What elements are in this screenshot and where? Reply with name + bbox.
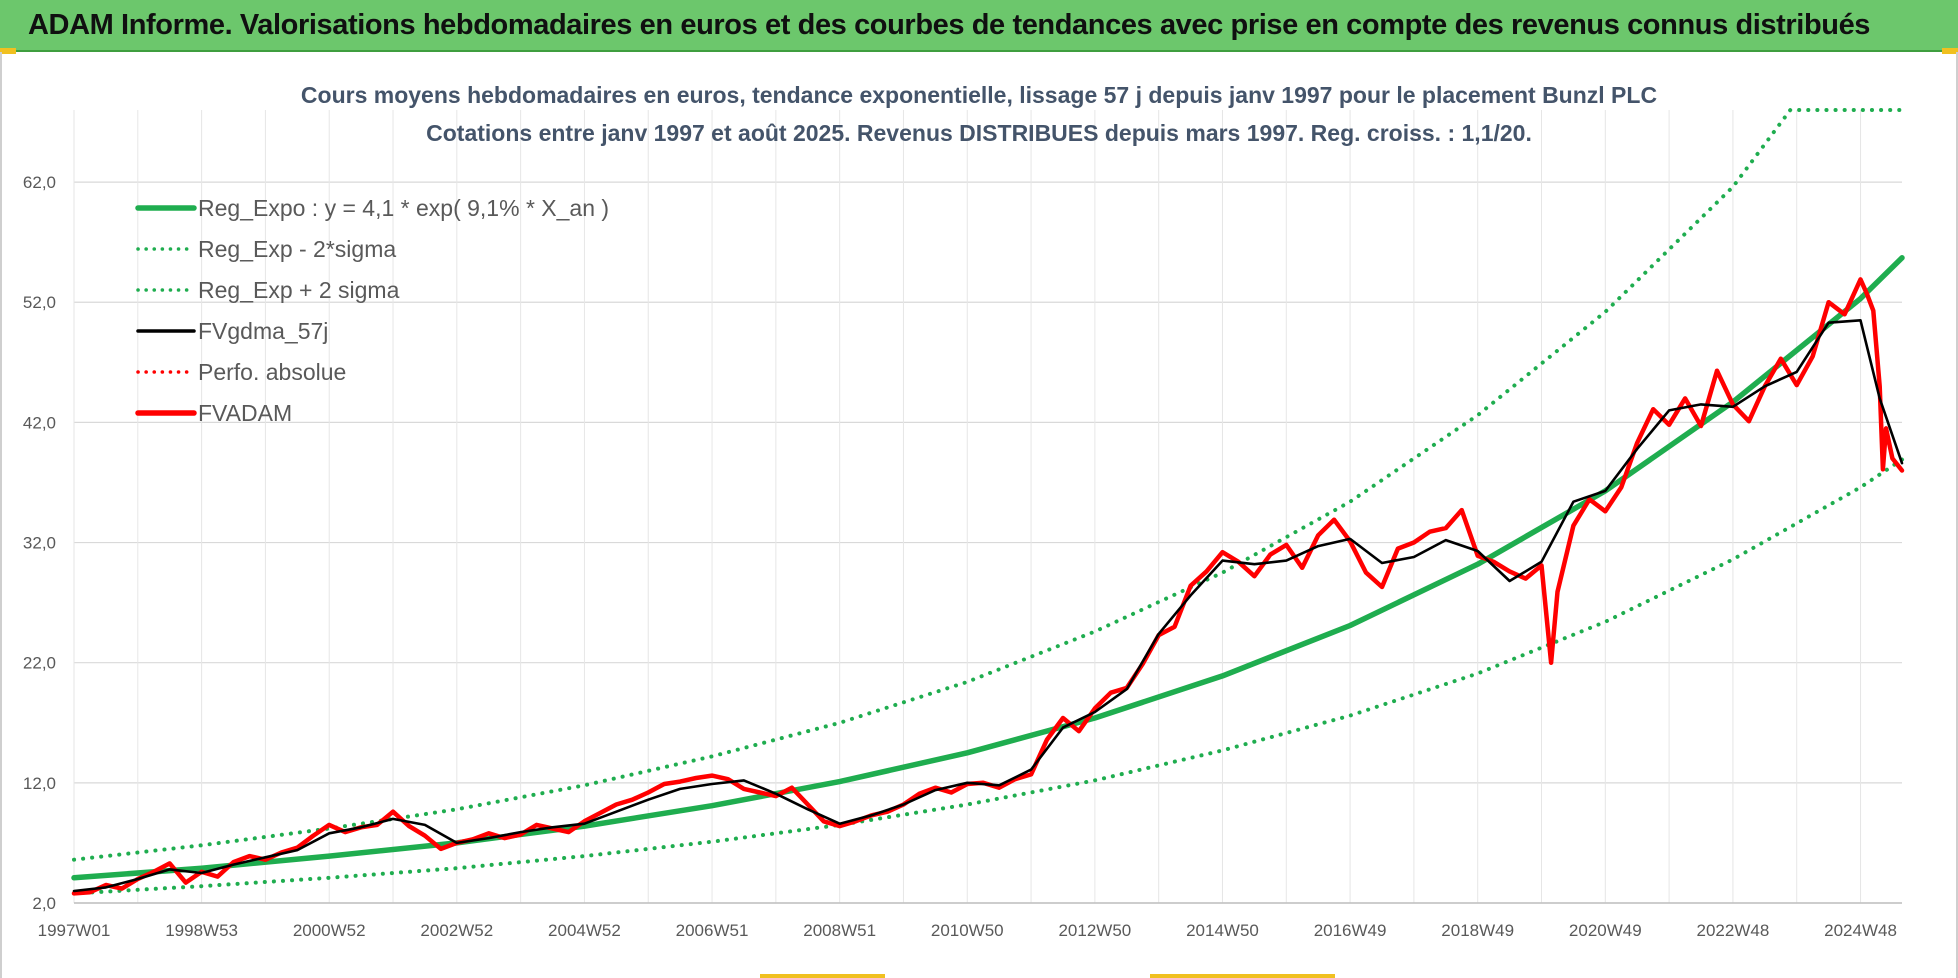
x-tick-label: 2004W52 <box>548 921 621 940</box>
series-line-5 <box>71 277 1905 896</box>
series-line-3 <box>72 318 1904 893</box>
report-banner: ADAM Informe. Valorisations hebdomadaire… <box>0 0 1958 52</box>
corner-mark-right <box>1942 48 1958 54</box>
legend-label: FVgdma_57j <box>198 318 328 344</box>
y-axis-ticks: 2,0 12,0 22,0 32,0 42,0 52,0 62,0 <box>23 173 56 913</box>
series-line-2 <box>72 108 1904 862</box>
chart-title-line1: Cours moyens hebdomadaires en euros, ten… <box>301 82 1657 108</box>
y-tick-label: 52,0 <box>23 293 56 312</box>
x-tick-label: 2010W50 <box>931 921 1004 940</box>
series-line-0 <box>71 255 1905 881</box>
bottom-mark-2 <box>1150 974 1335 978</box>
legend-label: Perfo. absolue <box>198 359 346 385</box>
series-line-1 <box>72 457 1904 896</box>
legend: Reg_Expo : y = 4,1 * exp( 9,1% * X_an ) R… <box>135 195 609 426</box>
legend-label: Reg_Exp - 2*sigma <box>198 236 396 262</box>
x-tick-label: 2024W48 <box>1824 921 1897 940</box>
y-tick-label: 22,0 <box>23 654 56 673</box>
x-tick-label: 2006W51 <box>676 921 749 940</box>
x-tick-label: 2016W49 <box>1314 921 1387 940</box>
chart-frame <box>0 52 1958 978</box>
legend-label: FVADAM <box>198 400 292 426</box>
x-tick-label: 2020W49 <box>1569 921 1642 940</box>
y-tick-label: 42,0 <box>23 413 56 432</box>
chart-title-line2: Cotations entre janv 1997 et août 2025. … <box>426 120 1532 146</box>
x-tick-label: 2022W48 <box>1697 921 1770 940</box>
grid <box>73 110 1902 904</box>
y-tick-label: 32,0 <box>23 534 56 553</box>
corner-mark-left <box>0 48 16 54</box>
report-title: ADAM Informe. Valorisations hebdomadaire… <box>28 9 1871 41</box>
x-tick-label: 1997W01 <box>38 921 111 940</box>
x-tick-label: 2000W52 <box>293 921 366 940</box>
legend-label: Reg_Expo : y = 4,1 * exp( 9,1% * X_an ) <box>198 195 609 221</box>
legend-label: Reg_Exp + 2 sigma <box>198 277 400 303</box>
x-tick-label: 2012W50 <box>1058 921 1131 940</box>
y-tick-label: 12,0 <box>23 774 56 793</box>
bottom-mark-1 <box>760 974 885 978</box>
x-tick-label: 2018W49 <box>1441 921 1514 940</box>
x-tick-label: 1998W53 <box>165 921 238 940</box>
series-group <box>71 108 1905 896</box>
x-tick-label: 2002W52 <box>420 921 493 940</box>
x-axis-ticks: 1997W01 1998W53 2000W52 2002W52 2004W52 2006W… <box>38 921 1897 940</box>
x-tick-label: 2008W51 <box>803 921 876 940</box>
y-tick-label: 2,0 <box>32 894 56 913</box>
y-tick-label: 62,0 <box>23 173 56 192</box>
x-tick-label: 2014W50 <box>1186 921 1259 940</box>
